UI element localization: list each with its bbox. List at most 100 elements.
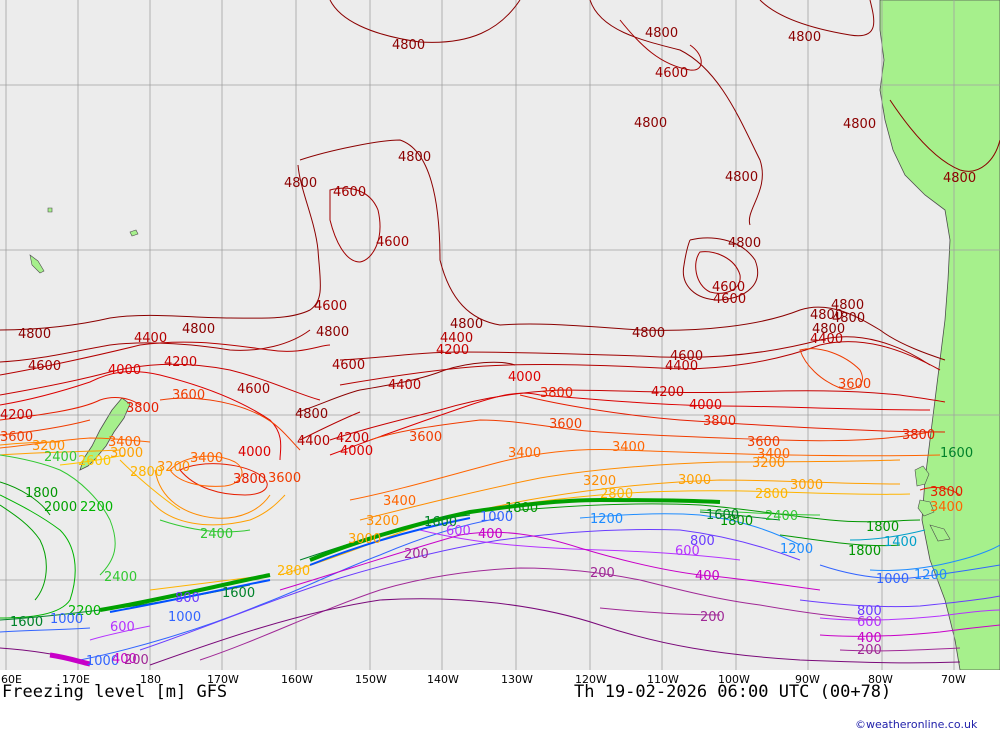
contour-label: 200	[700, 610, 725, 625]
contour-label: 4800	[645, 26, 678, 41]
contour-label: 2400	[104, 570, 137, 585]
contour-label: 4600	[332, 358, 365, 373]
contour-label: 2400	[200, 527, 233, 542]
contour-label: 200	[404, 547, 429, 562]
contour-label: 4000	[238, 445, 271, 460]
chile-islands	[914, 465, 951, 542]
contour-label: 3800	[126, 401, 159, 416]
contour-lines	[0, 0, 1000, 667]
contour-label: 1200	[590, 512, 623, 527]
contour-label: 1000	[168, 610, 201, 625]
contour-2000	[0, 504, 47, 601]
valid-time: Th 19-02-2026 06:00 UTC (00+78)	[574, 682, 891, 702]
contour-label: 4800	[284, 176, 317, 191]
contour-label: 2800	[755, 487, 788, 502]
contour-label: 1600	[222, 586, 255, 601]
front-band-blue	[109, 517, 471, 613]
contour-4800	[0, 0, 1000, 413]
axis-tick-label: 180	[140, 673, 161, 686]
contour-label: 1000	[876, 572, 909, 587]
contour-label: 1800	[505, 501, 538, 516]
contour-label: 2400	[44, 450, 77, 465]
contour-label: 3200	[583, 474, 616, 489]
contour-label: 3600	[268, 471, 301, 486]
contour-label: 4000	[689, 398, 722, 413]
axis-tick-label: 160E	[0, 673, 22, 686]
contour-label: 3200	[366, 514, 399, 529]
contour-label: 1600	[940, 446, 973, 461]
contour-label: 1600	[706, 508, 739, 523]
contour-label: 1000	[50, 612, 83, 627]
contour-label: 4000	[508, 370, 541, 385]
contour-label: 3600	[747, 435, 780, 450]
contour-3800	[0, 394, 961, 496]
contour-label: 400	[478, 527, 503, 542]
contour-label: 4800	[632, 326, 665, 341]
contour-label: 200	[124, 653, 149, 668]
contour-label: 200	[590, 566, 615, 581]
contour-label: 2200	[80, 500, 113, 515]
contour-label: 3400	[612, 440, 645, 455]
contour-1400	[849, 529, 926, 541]
contour-label: 4400	[665, 359, 698, 374]
contour-label: 4600	[28, 359, 61, 374]
contour-label: 4600	[655, 66, 688, 81]
contour-label: 4000	[340, 444, 373, 459]
contour-label: 1000	[86, 654, 119, 669]
contour-label: 3400	[930, 500, 963, 515]
contour-label: 2200	[68, 604, 101, 619]
contour-label: 4200	[436, 343, 469, 358]
contour-4600	[0, 19, 931, 366]
contour-label: 1800	[866, 520, 899, 535]
contour-label: 3600	[549, 417, 582, 432]
contour-label: 2800	[600, 487, 633, 502]
contour-label: 4400	[134, 331, 167, 346]
contour-label: 4800	[725, 170, 758, 185]
contour-label: 400	[112, 652, 137, 667]
contour-label: 800	[857, 604, 882, 619]
pacific-islands	[29, 207, 139, 274]
footer-band	[0, 670, 1000, 733]
contour-label: 3800	[540, 386, 573, 401]
contour-label: 4800	[392, 38, 425, 53]
axis-tick-label: 130W	[501, 673, 533, 686]
land-south-america	[879, 0, 1000, 671]
contour-label: 800	[690, 534, 715, 549]
axis-tick-label: 70W	[941, 673, 966, 686]
contour-label: 3400	[108, 435, 141, 450]
contour-1800	[0, 481, 921, 547]
contour-label: 4800	[728, 236, 761, 251]
contour-label: 3000	[110, 446, 143, 461]
contour-label: 600	[110, 620, 135, 635]
axis-tick-label: 140W	[427, 673, 459, 686]
contour-label: 4400	[810, 332, 843, 347]
axis-tick-label: 170W	[207, 673, 239, 686]
ocean-background	[0, 0, 1000, 670]
contour-label: 3000	[678, 473, 711, 488]
contour-label: 4600	[713, 292, 746, 307]
contour-label: 1800	[720, 514, 753, 529]
contour-label: 3600	[838, 377, 871, 392]
contour-label: 4800	[943, 171, 976, 186]
contour-label: 3400	[508, 446, 541, 461]
contour-label: 1200	[914, 568, 947, 583]
contour-label: 4600	[376, 235, 409, 250]
axis-tick-label: 90W	[795, 673, 820, 686]
contour-label: 4800	[788, 30, 821, 45]
contour-label: 4600	[670, 349, 703, 364]
axis-tick-label: 100W	[718, 673, 750, 686]
axis-tick-label: 150W	[355, 673, 387, 686]
contour-label: 3400	[190, 451, 223, 466]
contour-label: 4200	[336, 431, 369, 446]
contour-label: 4200	[0, 408, 33, 423]
contour-label: 4800	[843, 117, 876, 132]
contour-label: 4600	[333, 185, 366, 200]
contour-label: 600	[857, 615, 882, 630]
contour-3200	[0, 441, 901, 521]
contour-label: 400	[857, 631, 882, 646]
axis-tick-label: 110W	[647, 673, 679, 686]
contour-label: 4400	[388, 378, 421, 393]
contour-400	[279, 531, 1000, 637]
contour-label: 1600	[424, 515, 457, 530]
contour-label: 4800	[450, 317, 483, 332]
